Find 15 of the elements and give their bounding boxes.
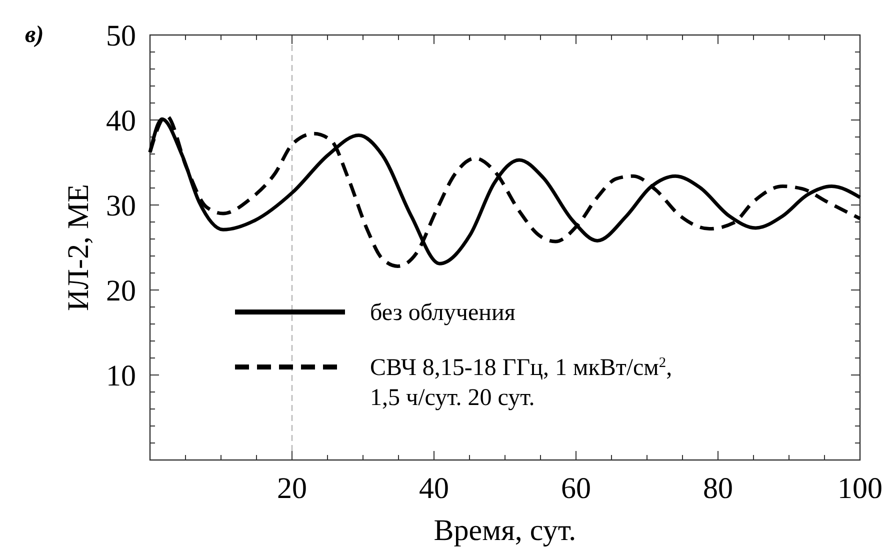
legend-label: без облучения	[370, 300, 516, 326]
x-tick-label: 80	[703, 472, 733, 505]
x-tick-label: 60	[561, 472, 591, 505]
y-tick-label: 20	[106, 274, 136, 308]
x-axis-title: Время, сут.	[434, 514, 576, 547]
y-tick-label: 10	[106, 360, 136, 392]
y-tick-label: 50	[106, 20, 136, 52]
text: СВЧ 8,15-18 ГГц, 1 мкВт/см$^{2}$, 1,5 ч/сут. 20 сут.	[370, 355, 672, 411]
y-axis-title: ИЛ-2, МЕ	[62, 184, 95, 312]
y-tick-label: 30	[106, 190, 136, 222]
x-tick-label: 100	[838, 472, 882, 505]
x-tick-label: 40	[419, 472, 449, 505]
y-tick-label: 40	[106, 104, 136, 138]
text: в)	[25, 22, 44, 48]
x-tick-label: 20	[277, 472, 307, 505]
